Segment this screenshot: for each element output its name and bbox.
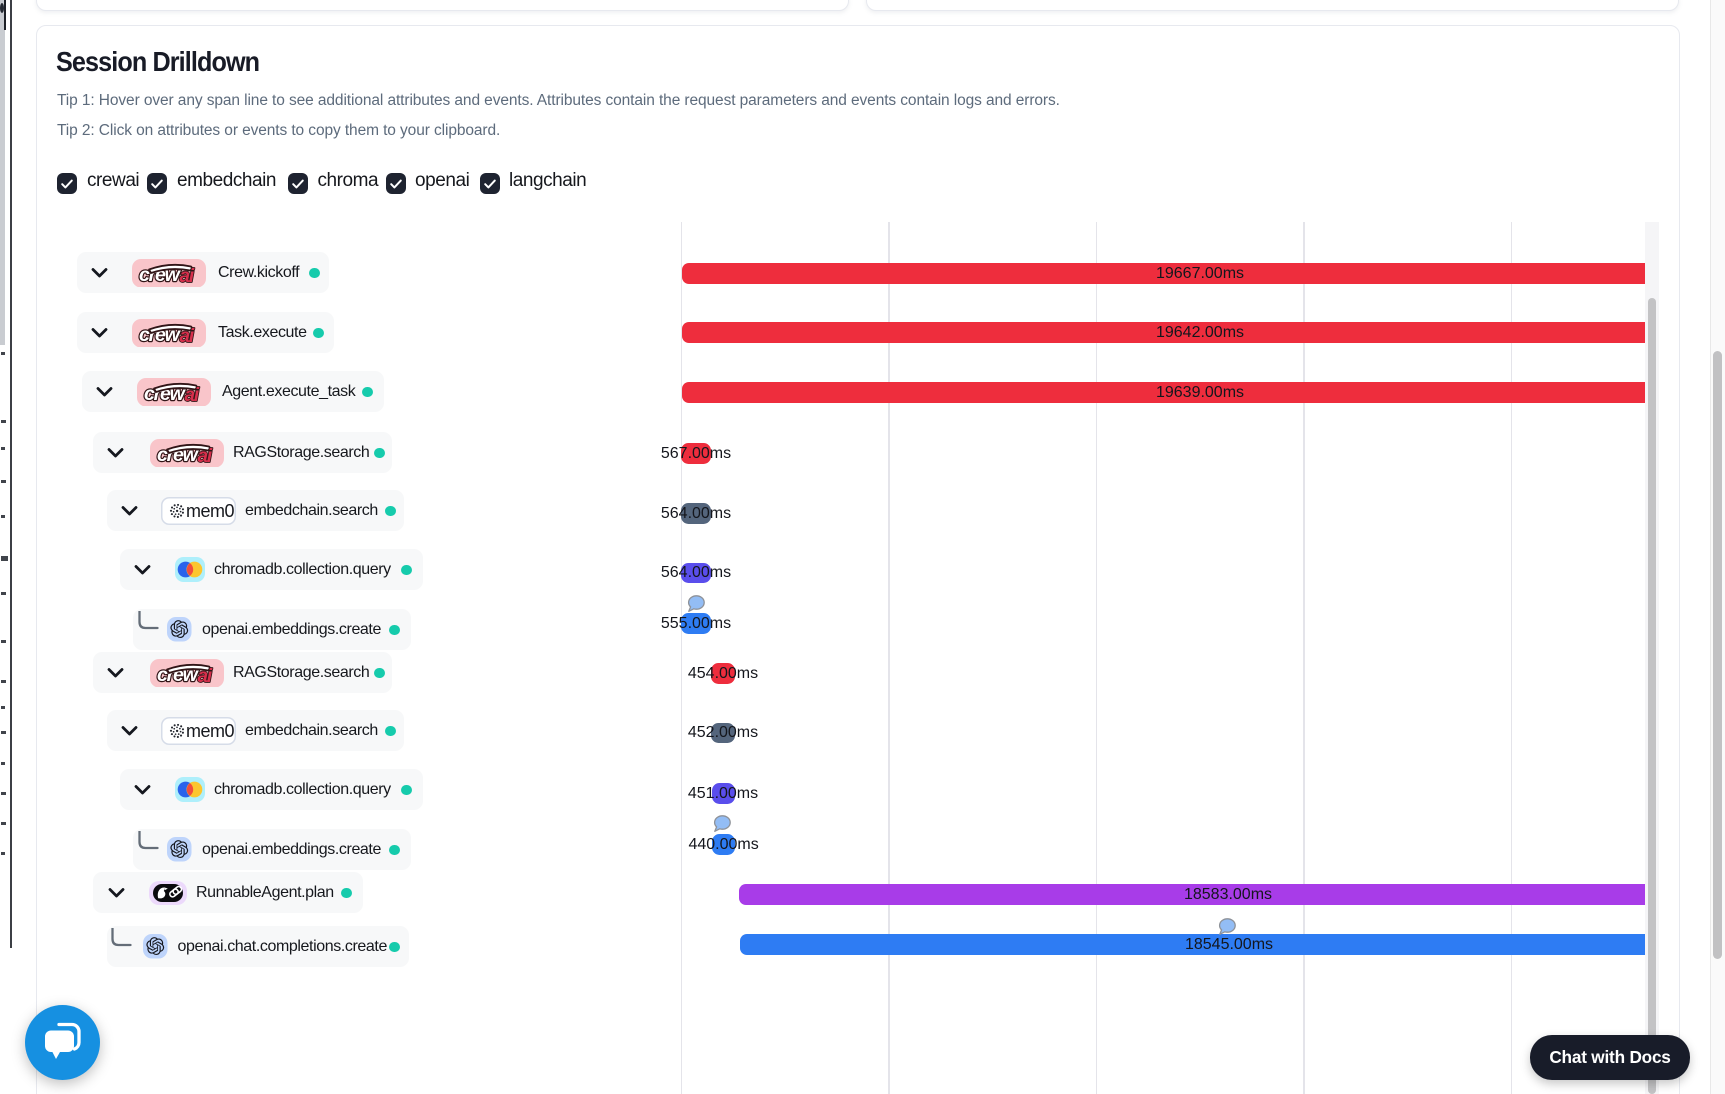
- svg-text:mem0: mem0: [186, 721, 234, 741]
- svg-text:ai: ai: [180, 266, 195, 287]
- svg-text:ai: ai: [197, 666, 212, 687]
- svg-text:ai: ai: [184, 385, 199, 406]
- svg-text:ai: ai: [180, 326, 195, 347]
- svg-text:mem0: mem0: [186, 501, 234, 521]
- svg-text:ai: ai: [197, 446, 212, 467]
